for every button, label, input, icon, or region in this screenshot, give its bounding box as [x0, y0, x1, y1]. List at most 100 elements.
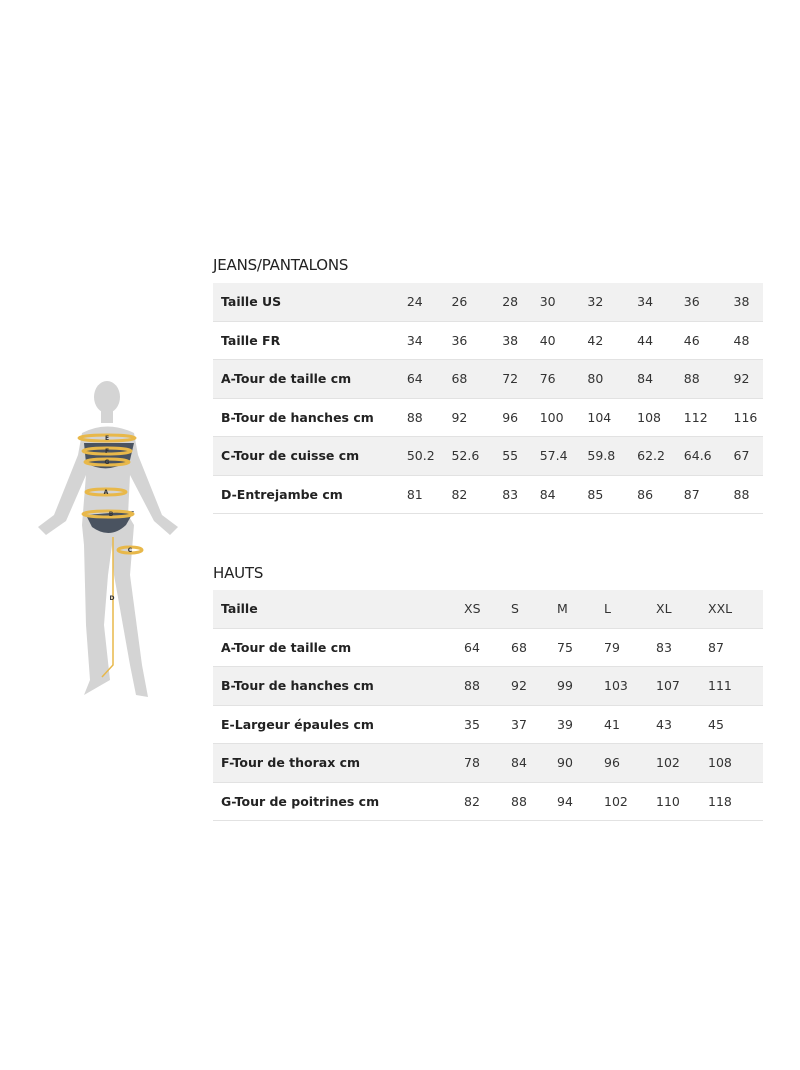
table-cell: 41	[604, 705, 656, 744]
table-cell: 37	[511, 705, 557, 744]
table-cell: 43	[656, 705, 708, 744]
table-row: D-Entrejambe cm 81 82 83 84 85 86 87 88	[213, 475, 763, 514]
row-label: Taille US	[213, 283, 407, 322]
table-row: Taille FR 34 36 38 40 42 44 46 48	[213, 321, 763, 360]
table-cell: 112	[683, 398, 734, 437]
table-cell: 107	[656, 666, 708, 706]
table-cell: 108	[708, 743, 763, 783]
table-cell: 34	[406, 321, 452, 360]
table-cell: 85	[587, 475, 638, 514]
table-cell: 24	[406, 283, 452, 322]
table-cell: 75	[557, 628, 604, 667]
table-cell: 50.2	[406, 436, 452, 476]
table-cell: XXL	[708, 590, 763, 629]
row-label: F-Tour de thorax cm	[213, 743, 464, 783]
table-cell: 57.4	[539, 436, 588, 476]
row-label: C-Tour de cuisse cm	[213, 436, 407, 476]
table-cell: 26	[451, 283, 503, 322]
table-cell: XS	[464, 590, 511, 629]
table-cell: 84	[637, 359, 684, 399]
table-cell: 88	[406, 398, 452, 437]
table-cell: 40	[539, 321, 588, 360]
table-row: G-Tour de poitrines cm 82 88 94 102 110 118	[213, 782, 763, 821]
table-cell: 64	[464, 628, 511, 667]
table-cell: XL	[656, 590, 708, 629]
table-cell: L	[604, 590, 656, 629]
figure-label-d: D	[110, 595, 115, 602]
figure-label-e: E	[105, 435, 109, 442]
table-cell: 44	[637, 321, 684, 360]
table-cell: 102	[604, 782, 656, 821]
table-cell: 62.2	[637, 436, 684, 476]
table-cell: 88	[733, 475, 763, 514]
table-cell: 46	[683, 321, 734, 360]
table-cell: 88	[464, 666, 511, 706]
table-cell: 78	[464, 743, 511, 783]
table-cell: 67	[733, 436, 763, 476]
table-row: B-Tour de hanches cm 88 92 99 103 107 111	[213, 666, 763, 706]
jeans-section-title: JEANS/PANTALONS	[213, 256, 349, 274]
table-cell: 83	[656, 628, 708, 667]
table-cell: 92	[733, 359, 763, 399]
table-cell: 118	[708, 782, 763, 821]
table-cell: S	[511, 590, 557, 629]
row-label: D-Entrejambe cm	[213, 475, 407, 514]
table-cell: 88	[511, 782, 557, 821]
figure-label-a: A	[104, 489, 109, 496]
table-cell: 111	[708, 666, 763, 706]
table-cell: 68	[511, 628, 557, 667]
row-label: B-Tour de hanches cm	[213, 398, 407, 437]
table-cell: 100	[539, 398, 588, 437]
table-row: B-Tour de hanches cm 88 92 96 100 104 108 112 11…	[213, 398, 763, 437]
table-cell: 116	[733, 398, 763, 437]
table-cell: 102	[656, 743, 708, 783]
row-label: Taille FR	[213, 321, 407, 360]
table-cell: 92	[511, 666, 557, 706]
table-cell: 52.6	[451, 436, 503, 476]
row-label: G-Tour de poitrines cm	[213, 782, 464, 821]
row-label: A-Tour de taille cm	[213, 628, 464, 667]
jeans-size-table: Taille US 24 26 28 30 32 34 36 38 Taille FR 34 36 38…	[213, 283, 763, 514]
table-cell: 94	[557, 782, 604, 821]
table-row: A-Tour de taille cm 64 68 75 79 83 87	[213, 628, 763, 667]
table-cell: 104	[587, 398, 638, 437]
figure-label-b: B	[109, 511, 114, 518]
table-cell: 81	[406, 475, 452, 514]
table-cell: 59.8	[587, 436, 638, 476]
table-cell: 86	[637, 475, 684, 514]
table-cell: 87	[708, 628, 763, 667]
figure-label-f: F	[105, 448, 109, 455]
table-cell: 84	[539, 475, 588, 514]
table-row: Taille US 24 26 28 30 32 34 36 38	[213, 283, 763, 322]
table-cell: 82	[464, 782, 511, 821]
table-cell: 72	[502, 359, 540, 399]
table-cell: 42	[587, 321, 638, 360]
table-row: Taille XS S M L XL XXL	[213, 590, 763, 629]
table-cell: 38	[502, 321, 540, 360]
table-cell: 32	[587, 283, 638, 322]
table-row: E-Largeur épaules cm 35 37 39 41 43 45	[213, 705, 763, 744]
table-cell: M	[557, 590, 604, 629]
row-label: A-Tour de taille cm	[213, 359, 407, 399]
table-cell: 64.6	[683, 436, 734, 476]
table-row: A-Tour de taille cm 64 68 72 76 80 84 88 92	[213, 359, 763, 399]
table-cell: 87	[683, 475, 734, 514]
table-cell: 48	[733, 321, 763, 360]
table-cell: 103	[604, 666, 656, 706]
table-row: C-Tour de cuisse cm 50.2 52.6 55 57.4 59.8 62.…	[213, 436, 763, 476]
table-cell: 90	[557, 743, 604, 783]
table-cell: 96	[502, 398, 540, 437]
table-cell: 83	[502, 475, 540, 514]
table-cell: 96	[604, 743, 656, 783]
table-cell: 35	[464, 705, 511, 744]
table-cell: 64	[406, 359, 452, 399]
table-cell: 80	[587, 359, 638, 399]
table-cell: 108	[637, 398, 684, 437]
hauts-section-title: HAUTS	[213, 564, 264, 582]
row-label: E-Largeur épaules cm	[213, 705, 464, 744]
table-cell: 36	[683, 283, 734, 322]
figure-label-g: G	[105, 459, 110, 466]
table-cell: 55	[502, 436, 540, 476]
table-cell: 39	[557, 705, 604, 744]
